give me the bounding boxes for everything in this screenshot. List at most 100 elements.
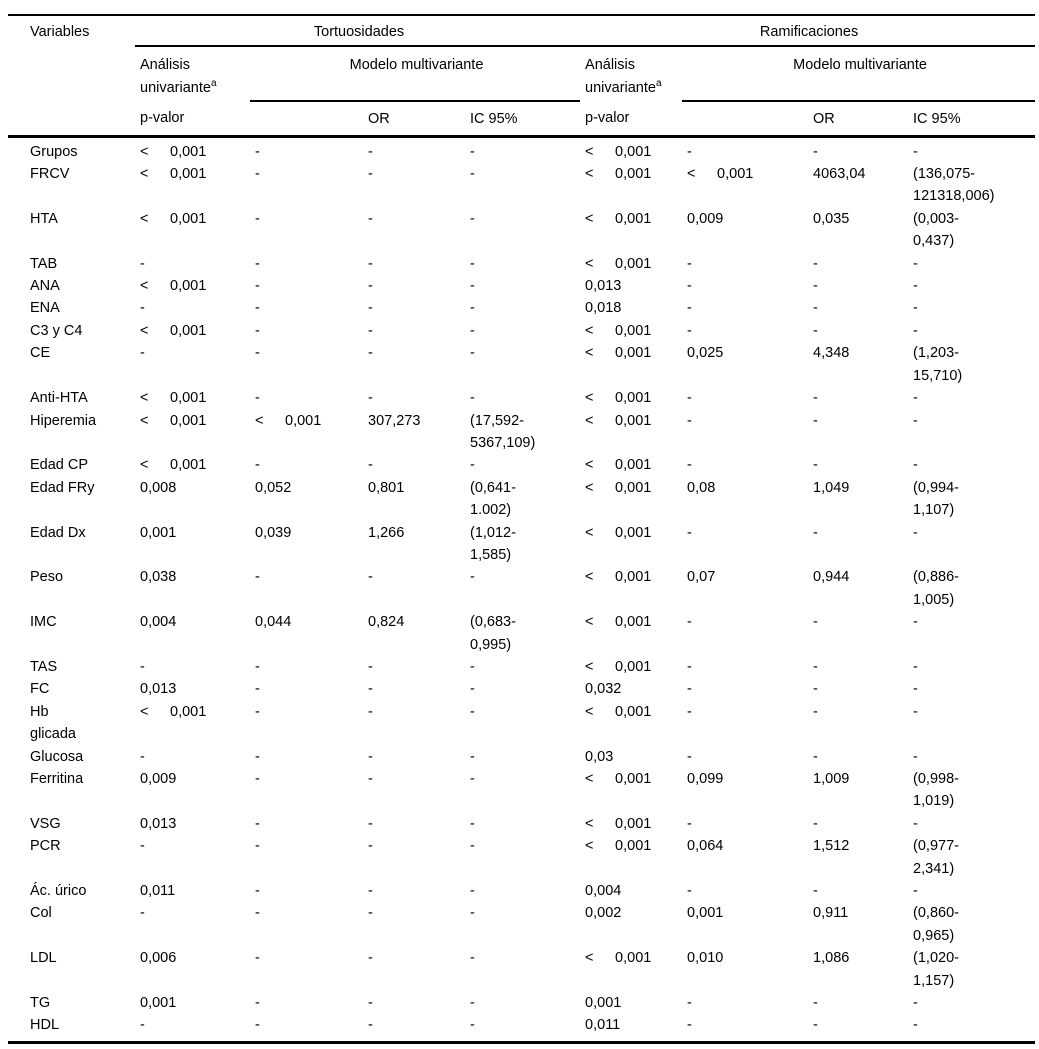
less-than-sign: < [585, 703, 594, 720]
less-than-sign: < [585, 412, 594, 429]
univariante-label: Análisis univariante [585, 57, 656, 96]
cell-tort-univariante-pvalor: - [140, 905, 145, 922]
cell-ram-multivariante-pvalor: 0,08 [687, 479, 716, 496]
cell-ram-or: 0,035 [813, 210, 850, 227]
cell-ram-ic95: - [913, 524, 918, 541]
cell-tort-multivariante-pvalor: - [255, 995, 260, 1012]
col-label-or-tort: OR [363, 101, 465, 138]
table-row: TAS - - - - <0,001 - - - [8, 656, 1035, 678]
cell-ram-univariante-pvalor: <0,001 [580, 656, 682, 678]
cell-tort-or: - [368, 681, 373, 698]
less-than-sign: < [140, 166, 149, 183]
table-row: IMC 0,004 0,044 0,824 (0,683- 0,995) <0,… [8, 611, 1035, 656]
less-than-sign: < [585, 569, 594, 586]
cell-tort-or: - [368, 771, 373, 787]
table-row: PCR - - - - <0,001 0,064 1,512 (0,977- 2… [8, 835, 1035, 880]
row-variable: C3 y C4 [30, 322, 83, 339]
row-variable: HDL [8, 1014, 135, 1044]
cell-tort-ic95: - [470, 771, 475, 787]
cell-tort-univariante-pvalor: <0,001 [135, 163, 250, 208]
cell-tort-ic95: (1,012- 1,585) [470, 524, 516, 563]
cell-ram-univariante-pvalor: <0,001 [580, 253, 682, 275]
cell-ram-ic95: (1,203- 15,710) [913, 345, 963, 384]
cell-ram-or: - [813, 681, 818, 698]
cell-tort-univariante-pvalor: 0,038 [140, 569, 177, 586]
cell-tort-or: - [368, 883, 373, 900]
cell-tort-ic95: (17,592- 5367,109) [470, 412, 536, 451]
cell-tort-ic95: - [470, 322, 475, 339]
table-row: Peso 0,038 - - - <0,001 0,07 0,944 (0,88… [8, 566, 1035, 611]
cell-tort-ic95: - [470, 950, 475, 967]
cell-ram-multivariante-pvalor: 0,025 [687, 345, 724, 362]
group-header-row: Análisis univariantea Modelo multivarian… [8, 46, 1036, 103]
cell-tort-ic95: - [470, 345, 475, 362]
row-variable: Anti-HTA [30, 390, 88, 407]
cell-ram-ic95: - [913, 658, 918, 675]
cell-tort-ic95: - [470, 905, 475, 922]
cell-ram-or: - [813, 390, 818, 407]
row-variable: TAB [30, 255, 58, 272]
cell-tort-or: - [368, 748, 373, 765]
cell-tort-ic95: - [470, 681, 475, 698]
row-variable: Edad Dx [30, 524, 86, 541]
cell-tort-multivariante-pvalor: - [255, 681, 260, 698]
cell-tort-multivariante-pvalor: - [255, 905, 260, 922]
statistics-table: Variables Tortuosidades Ramificaciones A… [8, 13, 1036, 1044]
cell-tort-or: - [368, 300, 373, 317]
cell-ram-multivariante-pvalor: - [687, 300, 692, 317]
cell-tort-univariante-pvalor: <0,001 [135, 410, 250, 455]
cell-ram-univariante-pvalor: <0,001 [580, 163, 682, 208]
column-header-variables: Variables [8, 13, 135, 47]
cell-ram-univariante-pvalor: <0,001 [580, 387, 682, 409]
cell-ram-univariante-pvalor: <0,001 [580, 454, 682, 476]
less-than-sign: < [140, 390, 149, 407]
group-header-univariante-tort: Análisis univariantea [135, 46, 250, 101]
table-row: HTA <0,001 - - - <0,001 0,009 0,035 (0,0… [8, 208, 1035, 253]
cell-ram-or: - [813, 995, 818, 1012]
cell-ram-univariante-pvalor: 0,013 [585, 278, 622, 295]
cell-tort-or: - [368, 345, 373, 362]
cell-tort-univariante-pvalor: - [140, 658, 145, 675]
row-variable: TG [30, 995, 51, 1012]
cell-ram-or: - [813, 143, 818, 160]
table-row: ANA <0,001 - - - 0,013 - - - [8, 275, 1035, 297]
table-row: CE - - - - <0,001 0,025 4,348 (1,203- 15… [8, 342, 1035, 387]
cell-ram-ic95: (0,994- 1,107) [913, 479, 959, 519]
less-than-sign: < [585, 771, 594, 787]
cell-ram-multivariante-pvalor: - [682, 1014, 809, 1044]
cell-ram-ic95: (0,003- 0,437) [913, 210, 959, 250]
row-variable: TAS [30, 658, 58, 675]
cell-ram-ic95: - [913, 322, 918, 339]
cell-ram-ic95: - [913, 143, 918, 160]
cell-tort-univariante-pvalor: <0,001 [135, 701, 250, 746]
cell-ram-or: 1,086 [813, 950, 850, 967]
cell-ram-multivariante-pvalor: - [687, 143, 692, 160]
less-than-sign: < [585, 614, 594, 631]
cell-tort-or: - [368, 390, 373, 407]
less-than-sign: < [687, 166, 696, 183]
col-label-pvalor-ram: p-valor [580, 101, 683, 138]
cell-tort-multivariante-pvalor: - [250, 1014, 363, 1044]
cell-tort-univariante-pvalor: 0,004 [140, 614, 177, 631]
cell-ram-univariante-pvalor: <0,001 [580, 947, 682, 992]
col-label-ic95-tort: IC 95% [465, 101, 581, 138]
cell-tort-ic95: - [465, 1014, 581, 1044]
cell-ram-or: - [813, 412, 818, 429]
cell-tort-or: - [368, 658, 373, 675]
row-variable: HTA [30, 210, 58, 227]
cell-ram-multivariante-pvalor: 0,064 [687, 838, 724, 855]
cell-ram-multivariante-pvalor: - [687, 703, 692, 720]
cell-tort-ic95: (0,683- 0,995) [470, 614, 516, 653]
cell-ram-or: - [813, 614, 818, 631]
cell-ram-univariante-pvalor: 0,032 [585, 681, 622, 698]
cell-ram-multivariante-pvalor: 0,001 [687, 905, 724, 922]
cell-tort-or: 307,273 [368, 412, 421, 429]
cell-ram-multivariante-pvalor: - [687, 457, 692, 474]
less-than-sign: < [585, 390, 594, 407]
cell-tort-multivariante-pvalor: 0,052 [255, 479, 292, 496]
cell-ram-or: 4,348 [813, 345, 850, 362]
cell-ram-ic95: - [913, 300, 918, 317]
cell-ram-or: 1,009 [813, 771, 850, 787]
cell-tort-ic95: - [470, 457, 475, 474]
cell-ram-multivariante-pvalor: - [687, 748, 692, 765]
